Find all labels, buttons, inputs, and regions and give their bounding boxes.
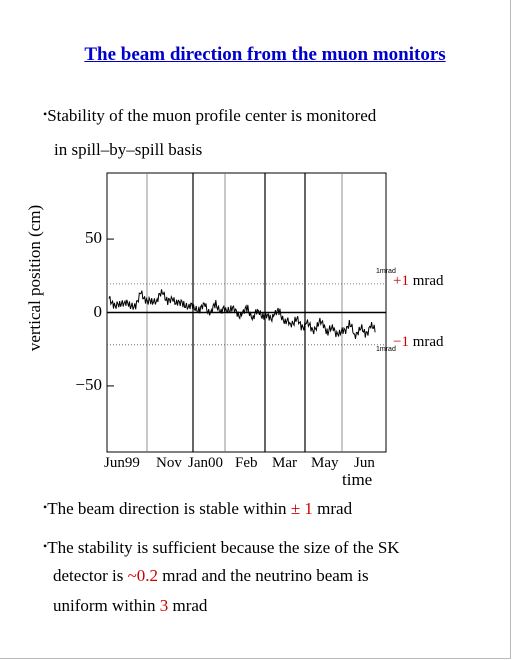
- lower-mrad-sign: −1: [393, 334, 409, 350]
- b2-line-1: The stability is sufficient because the …: [47, 538, 400, 557]
- bullet-dot: •: [43, 500, 48, 514]
- x-tick-label: Feb: [235, 455, 258, 471]
- reference-lines: [107, 283, 386, 346]
- x-tick-label: Nov: [156, 455, 182, 471]
- vertical-position-series: [108, 289, 376, 339]
- lower-mrad-unit: mrad: [412, 334, 444, 350]
- b1-value: ± 1: [290, 499, 313, 518]
- y-ticks: [107, 238, 114, 387]
- x-tick-label: Jun: [354, 455, 375, 471]
- y-tick-label: 50: [85, 228, 102, 248]
- y-tick-label: −50: [75, 374, 102, 394]
- upper-mrad-label: +1 mrad: [393, 273, 444, 290]
- x-tick-label: Mar: [272, 455, 297, 471]
- intro-line-1: Stability of the muon profile center is …: [47, 106, 377, 125]
- bullet-dot: •: [43, 539, 48, 553]
- b1-prefix: The beam direction is stable within: [47, 499, 291, 518]
- x-tick-label: May: [311, 455, 339, 471]
- bullet-dot: •: [43, 107, 48, 121]
- x-tick-label: Jun99: [104, 455, 140, 471]
- bullet-sufficient: •The stability is sufficient because the…: [43, 536, 400, 558]
- y-axis-label: vertical position (cm): [25, 204, 44, 352]
- x-tick-label: Jan00: [188, 455, 223, 471]
- tiny-lower-mrad: 1mrad: [376, 346, 396, 353]
- bullet-stability: •The beam direction is stable within ± 1…: [43, 497, 352, 519]
- beam-direction-chart: [106, 172, 387, 453]
- b2-line3-value: 3: [159, 596, 169, 615]
- b1-suffix: mrad: [312, 499, 353, 518]
- b2-line2-suffix: mrad and the neutrino beam is: [158, 566, 369, 585]
- b2-line-3: uniform within 3 mrad: [53, 596, 207, 616]
- x-axis-label: time: [342, 470, 373, 489]
- b2-line-2: detector is ~0.2 mrad and the neutrino b…: [53, 566, 369, 586]
- data-trace: [108, 289, 376, 339]
- upper-mrad-sign: +1: [393, 273, 409, 289]
- intro-line-2: in spill–by–spill basis: [54, 140, 203, 159]
- upper-mrad-unit: mrad: [412, 273, 444, 289]
- slide-title: The beam direction from the muon monitor…: [84, 44, 446, 65]
- b2-line2-value: ~0.2: [127, 566, 159, 585]
- b2-line2-prefix: detector is: [53, 566, 128, 585]
- intro-bullet: •Stability of the muon profile center is…: [43, 104, 376, 126]
- b2-line3-prefix: uniform within: [53, 596, 160, 615]
- lower-mrad-label: −1 mrad: [393, 334, 444, 351]
- tiny-upper-mrad: 1mrad: [376, 268, 396, 275]
- b2-line3-suffix: mrad: [168, 596, 208, 615]
- y-tick-label: 0: [93, 301, 103, 321]
